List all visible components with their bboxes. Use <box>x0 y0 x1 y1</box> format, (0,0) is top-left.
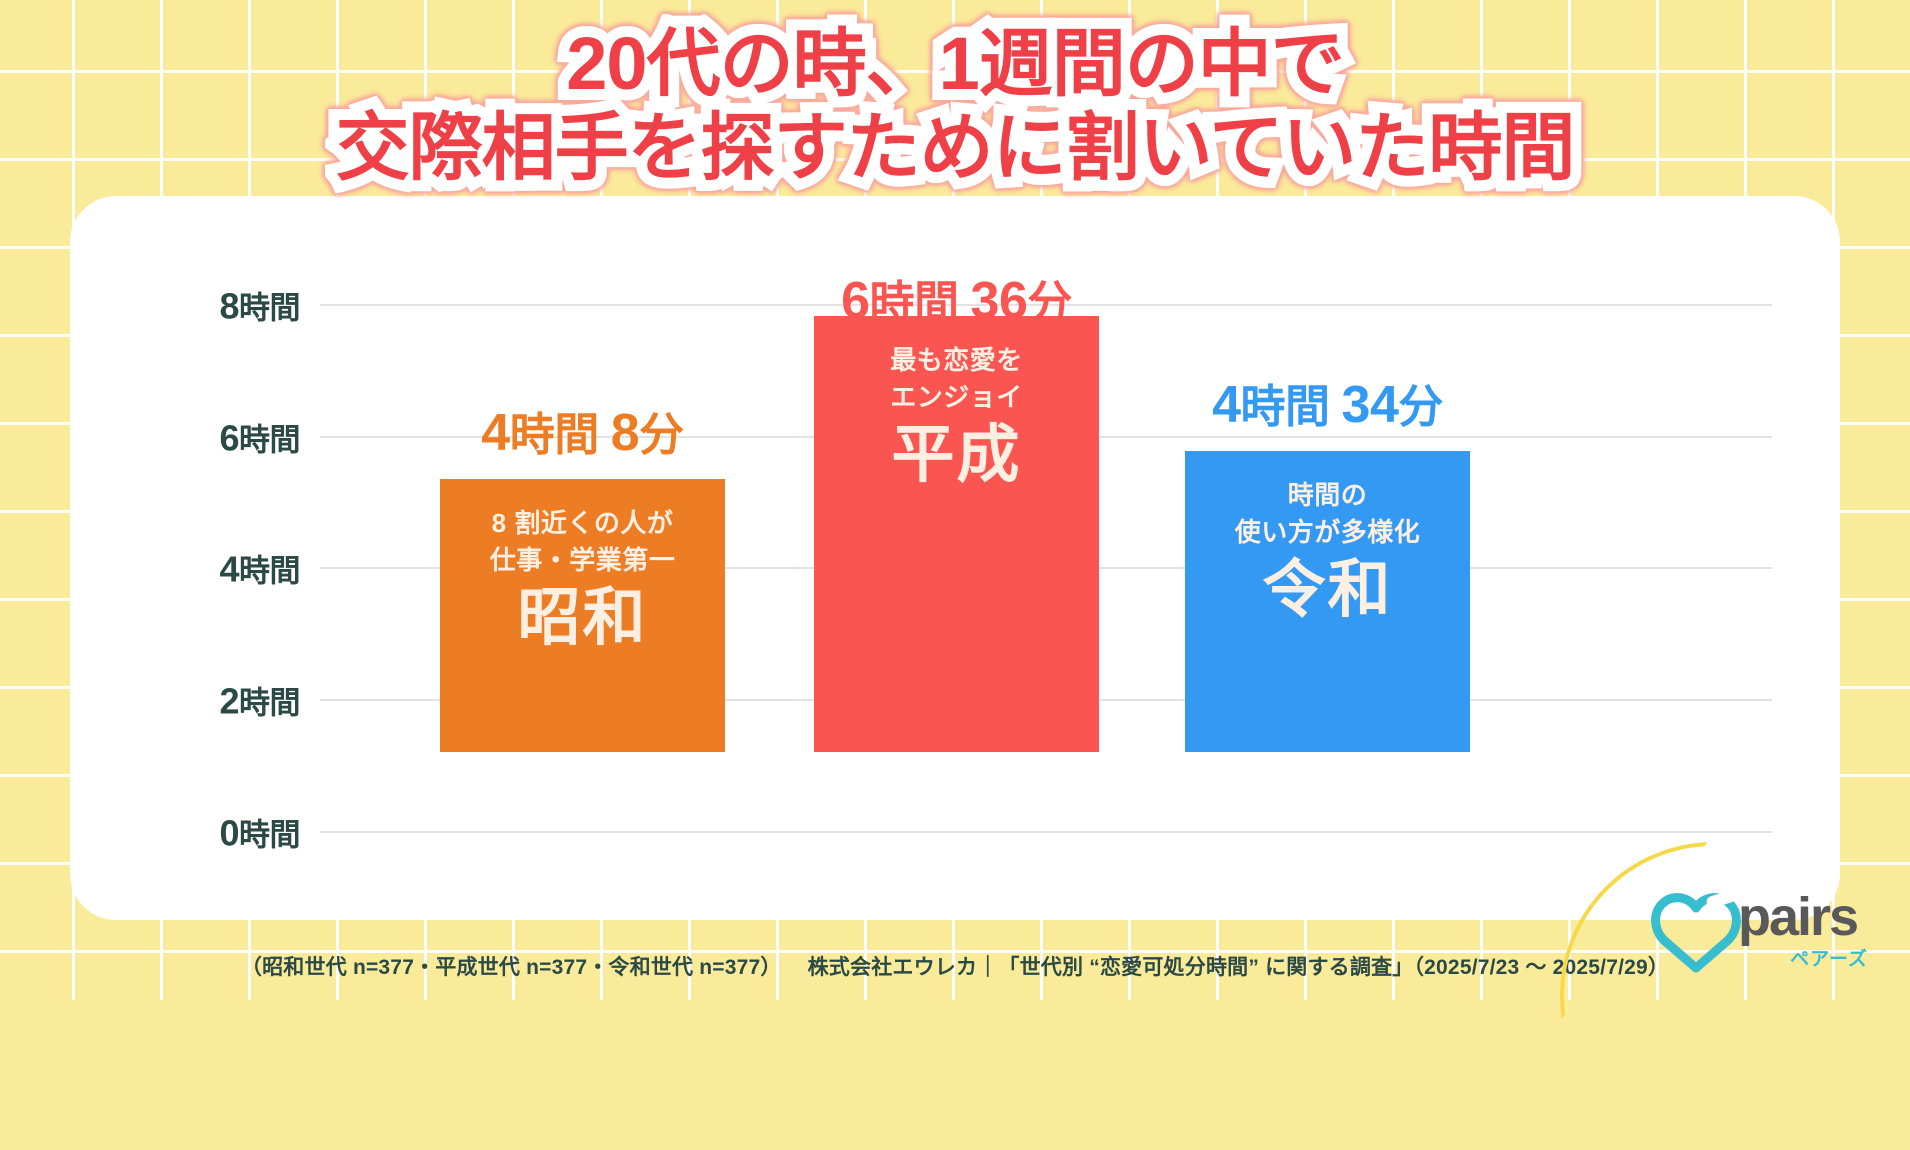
page-title: 20代の時、1週間の中で 交際相手を探すために割いていた時間 <box>0 11 1910 200</box>
page-title-line-1: 20代の時、1週間の中で <box>555 11 1355 116</box>
page-title-line-2: 交際相手を探すために割いていた時間 <box>325 95 1587 200</box>
bar-caption-showa: 8 割近くの人が 仕事・学業第一 <box>489 508 676 575</box>
bar-chart: 8時間 6時間 4時間 2時間 0時間 4時間 8分 8 割近くの人が 仕事・学… <box>70 196 1840 920</box>
bar-value-minutes-unit-reiwa: 分 <box>1398 381 1443 432</box>
bar-value-hours-reiwa: 4 <box>1212 376 1241 434</box>
heart-icon <box>1651 892 1742 973</box>
bar-heisei[interactable]: 最も恋愛を エンジョイ 平成 <box>814 316 1099 752</box>
pairs-logo: pairs ペアーズ <box>1560 842 1874 1021</box>
y-axis-label-4: 4時間 <box>190 546 300 591</box>
y-axis-label-6-unit: 時間 <box>239 422 301 458</box>
y-axis-label-6-number: 6 <box>219 417 239 459</box>
bar-value-minutes-reiwa: 34 <box>1341 376 1399 434</box>
y-axis-label-8-unit: 時間 <box>239 290 301 326</box>
bar-showa[interactable]: 8 割近くの人が 仕事・学業第一 昭和 <box>440 479 725 752</box>
footer-sample-size: （昭和世代 n=377・平成世代 n=377・令和世代 n=377） <box>240 956 782 979</box>
gridline-0 <box>320 831 1772 833</box>
bar-reiwa[interactable]: 時間の 使い方が多様化 令和 <box>1185 451 1470 752</box>
bar-caption-heisei: 最も恋愛を エンジョイ <box>890 345 1023 412</box>
bar-value-label-showa: 4時間 8分 <box>440 398 725 463</box>
y-axis-label-2-number: 2 <box>219 680 239 722</box>
logo-wordmark: pairs <box>1738 887 1859 947</box>
y-axis-label-0-unit: 時間 <box>239 817 301 853</box>
bar-caption-reiwa: 時間の 使い方が多様化 <box>1234 480 1421 547</box>
bar-value-minutes-showa: 8 <box>610 404 640 462</box>
bar-value-label-reiwa: 4時間 34分 <box>1185 370 1470 435</box>
y-axis-label-6: 6時間 <box>190 415 300 460</box>
y-axis-label-2: 2時間 <box>190 678 300 723</box>
logo-kana: ペアーズ <box>1790 949 1868 970</box>
y-axis-label-4-number: 4 <box>219 548 239 590</box>
footer-source: 株式会社エウレカ｜「世代別 “恋愛可処分時間” に関する調査」（2025/7/2… <box>807 956 1670 979</box>
bar-era-reiwa: 令和 <box>1262 554 1393 625</box>
y-axis-label-4-unit: 時間 <box>239 553 301 589</box>
y-axis-label-0: 0時間 <box>190 810 300 855</box>
bar-heisei-content: 最も恋愛を エンジョイ 平成 <box>814 316 1099 490</box>
y-axis-label-8: 8時間 <box>190 283 300 328</box>
bar-value-hours-showa: 4 <box>481 404 510 462</box>
bar-era-showa: 昭和 <box>517 582 648 653</box>
y-axis-label-2-unit: 時間 <box>239 685 301 721</box>
bar-value-hours-unit-reiwa: 時間 <box>1240 381 1331 432</box>
bar-value-minutes-unit-showa: 分 <box>639 409 684 460</box>
bar-value-hours-unit-showa: 時間 <box>509 409 600 460</box>
y-axis-label-8-number: 8 <box>219 285 239 327</box>
footer-note: （昭和世代 n=377・平成世代 n=377・令和世代 n=377） 株式会社エウ… <box>0 951 1910 981</box>
gridline-8 <box>320 304 1772 306</box>
bar-showa-content: 8 割近くの人が 仕事・学業第一 昭和 <box>440 479 725 653</box>
bar-reiwa-content: 時間の 使い方が多様化 令和 <box>1185 451 1470 625</box>
bar-era-heisei: 平成 <box>891 419 1022 490</box>
y-axis-label-0-number: 0 <box>219 812 239 854</box>
